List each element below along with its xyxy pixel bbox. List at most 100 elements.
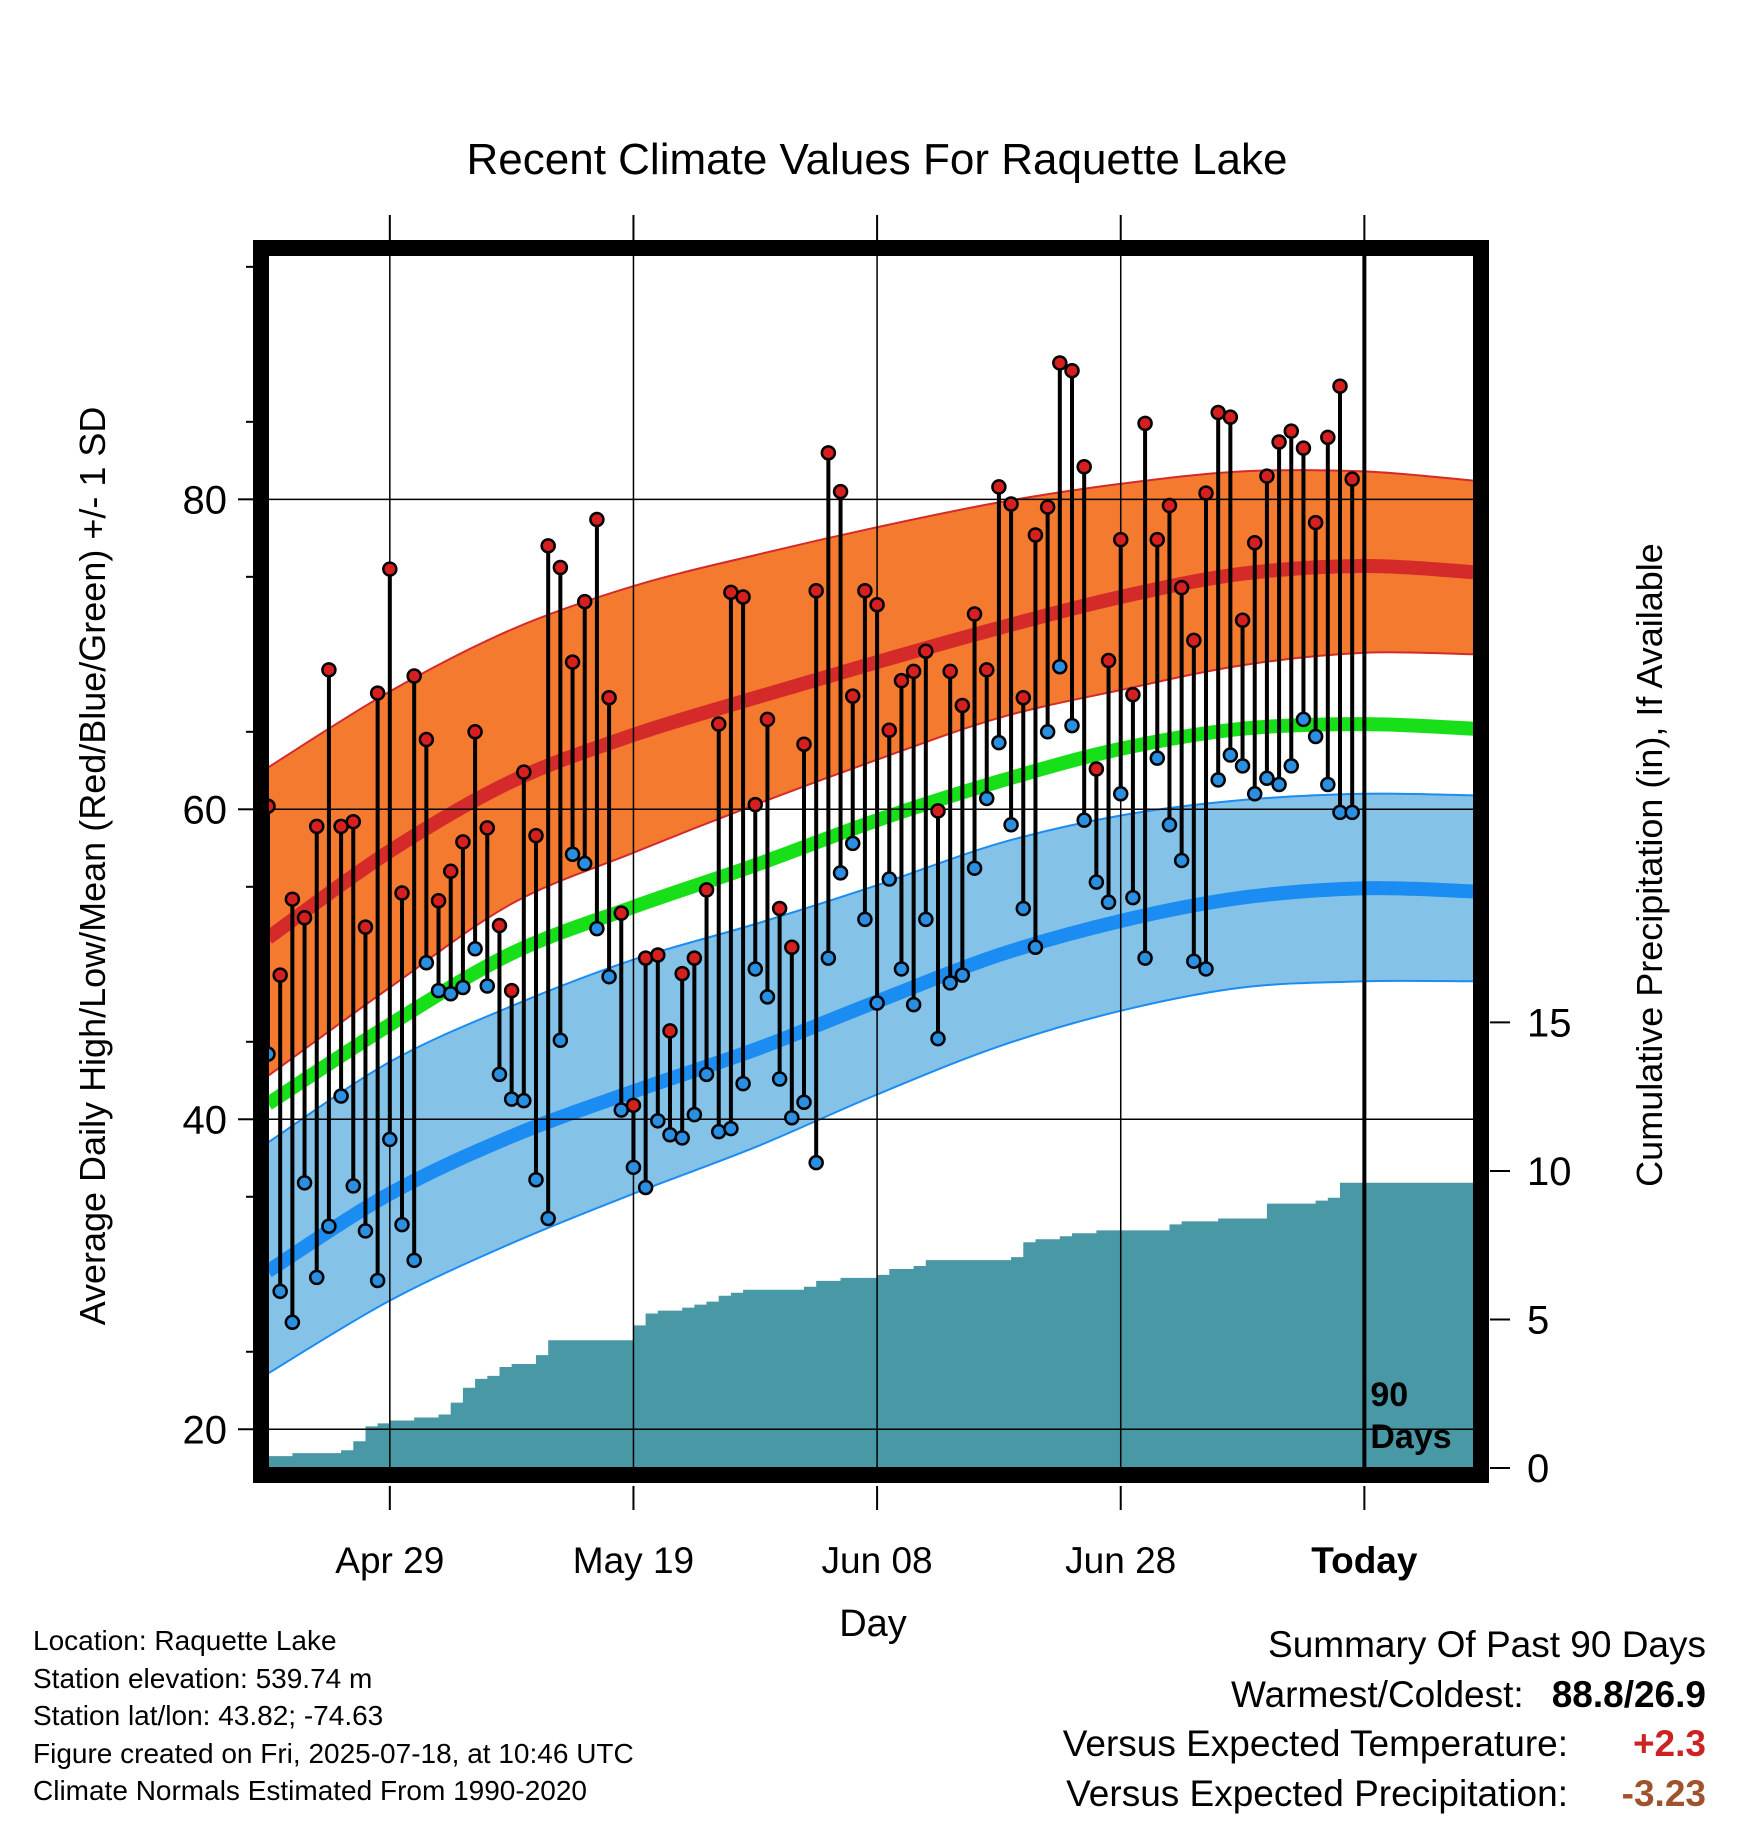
daily-low-point — [893, 961, 910, 977]
warmest-coldest-value: 88.8/26.9 — [1551, 1673, 1706, 1715]
daily-high-point — [455, 834, 471, 850]
daily-high-point — [1015, 689, 1032, 706]
daily-high-point — [394, 885, 410, 901]
daily-low-point — [723, 1120, 739, 1137]
daily-low-point — [710, 1123, 727, 1140]
daily-high-point — [662, 1023, 678, 1039]
daily-high-point — [1344, 471, 1360, 487]
daily-high-point — [747, 796, 764, 813]
info-location: Location: Raquette Lake — [33, 1625, 337, 1656]
daily-low-point — [1039, 724, 1056, 740]
daily-high-point — [954, 697, 971, 714]
daily-high-point — [893, 672, 910, 689]
daily-low-point — [1307, 728, 1324, 745]
daily-low-point — [1271, 776, 1287, 793]
daily-low-point — [857, 911, 873, 928]
daily-low-point — [674, 1130, 690, 1146]
daily-high-point — [268, 798, 276, 814]
daily-high-point — [613, 905, 630, 921]
daily-low-point — [268, 1046, 276, 1062]
daily-high-point — [1222, 409, 1239, 425]
daily-high-point — [442, 863, 459, 880]
y2-axis-label: Cumulative Precipitation (in), If Availa… — [1629, 543, 1670, 1187]
precip-area — [268, 1182, 1474, 1468]
daily-high-point — [345, 813, 362, 830]
daily-low-point — [455, 979, 471, 996]
daily-high-point — [1112, 531, 1129, 548]
daily-low-point — [966, 860, 983, 876]
daily-low-point — [564, 846, 581, 863]
daily-high-point — [430, 892, 447, 909]
info-normals: Climate Normals Estimated From 1990-2020 — [33, 1775, 587, 1806]
daily-low-point — [698, 1066, 715, 1083]
daily-low-point — [1210, 772, 1226, 788]
temp-departure-label: Versus Expected Temperature: — [1062, 1723, 1568, 1764]
daily-low-point — [991, 734, 1007, 751]
warmest-coldest-label: Warmest/Coldest: — [1231, 1673, 1524, 1715]
daily-high-point — [1198, 485, 1214, 501]
x-axis-label: Day — [839, 1603, 907, 1645]
daily-low-point — [430, 982, 447, 999]
daily-low-point — [905, 996, 922, 1013]
daily-high-point — [1271, 434, 1287, 450]
daily-low-point — [832, 865, 849, 881]
daily-low-point — [528, 1171, 544, 1188]
x-tick-label-today: Today — [1311, 1540, 1418, 1581]
daily-high-point — [284, 891, 301, 907]
daily-low-point — [1259, 770, 1275, 787]
daily-low-point — [1295, 711, 1312, 728]
daily-low-point — [1234, 758, 1251, 774]
station-info: Location: Raquette Lake Station elevatio… — [33, 1622, 634, 1810]
daily-low-point — [747, 961, 764, 977]
daily-high-point — [1332, 378, 1348, 394]
precip-departure-label: Versus Expected Precipitation: — [1066, 1772, 1568, 1814]
daily-high-point — [942, 663, 958, 680]
daily-low-point — [1283, 758, 1300, 774]
daily-low-point — [540, 1210, 556, 1227]
daily-high-point — [808, 583, 824, 599]
chart-title: Recent Climate Values For Raquette Lake — [467, 135, 1288, 184]
daily-high-point — [296, 910, 313, 926]
daily-high-point — [1100, 652, 1117, 669]
daily-high-point — [686, 950, 703, 966]
summary-temp-row: Versus Expected Temperature: +2.3 — [1063, 1719, 1706, 1769]
daily-low-point — [516, 1092, 532, 1109]
y-tick-label: 80 — [183, 478, 228, 522]
y2-tick-label: 10 — [1527, 1150, 1572, 1194]
daily-low-point — [686, 1106, 703, 1123]
x-tick-label: May 19 — [573, 1540, 694, 1581]
daily-high-point — [1295, 440, 1312, 456]
daily-high-point — [308, 818, 325, 835]
daily-low-point — [650, 1113, 666, 1129]
daily-low-point — [1112, 786, 1129, 802]
daily-low-point — [467, 941, 483, 957]
daily-low-point — [820, 950, 837, 966]
daily-low-point — [771, 1071, 788, 1087]
daily-high-point — [625, 1097, 642, 1114]
daily-low-point — [394, 1216, 410, 1233]
daily-high-point — [503, 982, 520, 999]
daily-high-point — [710, 716, 727, 732]
daily-low-point — [442, 985, 459, 1002]
y2-tick-label: 15 — [1527, 1001, 1572, 1045]
daily-low-point — [284, 1314, 301, 1331]
daily-high-point — [1234, 612, 1251, 628]
daily-low-point — [333, 1088, 349, 1104]
daily-low-point — [1052, 658, 1068, 675]
daily-high-point — [528, 827, 544, 844]
daily-high-point — [1039, 499, 1056, 515]
daily-high-point — [1320, 429, 1336, 446]
daily-low-point — [808, 1154, 824, 1171]
daily-low-point — [942, 975, 958, 991]
summary-precip-row: Versus Expected Precipitation: -3.23 — [1063, 1769, 1706, 1819]
daily-low-point — [369, 1272, 386, 1289]
daily-high-point — [1283, 423, 1300, 439]
daily-low-point — [662, 1127, 678, 1143]
daily-high-point — [1149, 531, 1166, 548]
daily-low-point — [406, 1252, 422, 1269]
daily-low-point — [321, 1218, 337, 1234]
y-axis-label: Average Daily High/Low/Mean (Red/Blue/Gr… — [72, 407, 113, 1326]
daily-high-point — [1088, 761, 1105, 777]
daily-low-point — [576, 855, 593, 872]
x-tick-label: Jun 28 — [1065, 1540, 1176, 1581]
